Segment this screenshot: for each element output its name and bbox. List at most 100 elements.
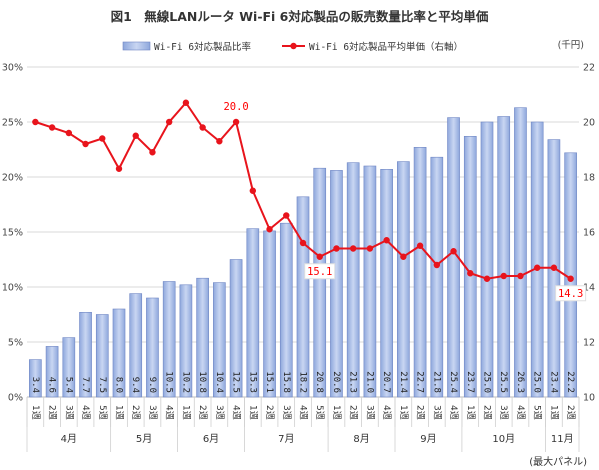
week-label: 5週 bbox=[97, 405, 108, 420]
bar-value-label: 10.2 bbox=[180, 371, 190, 393]
bar-value-label: 15.8 bbox=[281, 371, 291, 393]
week-label: 3週 bbox=[364, 405, 375, 420]
week-label: 4週 bbox=[448, 405, 459, 420]
bar bbox=[363, 165, 377, 398]
price-point bbox=[467, 270, 474, 277]
price-point bbox=[216, 138, 223, 145]
week-label: 4週 bbox=[231, 405, 242, 420]
month-label: 6月 bbox=[203, 433, 219, 445]
week-label: 2週 bbox=[565, 405, 576, 420]
month-label: 10月 bbox=[492, 433, 515, 445]
month-label: 4月 bbox=[61, 433, 77, 445]
bar-value-label: 23.4 bbox=[548, 371, 558, 393]
left-tick-label: 0% bbox=[8, 393, 23, 404]
week-label: 2週 bbox=[197, 405, 208, 420]
bar-value-label: 22.2 bbox=[565, 371, 575, 393]
week-label: 4週 bbox=[164, 405, 175, 420]
week-label: 3週 bbox=[147, 405, 158, 420]
week-label: 2週 bbox=[47, 405, 58, 420]
month-label: 8月 bbox=[353, 433, 369, 445]
week-label: 1週 bbox=[548, 405, 559, 420]
bar bbox=[229, 259, 243, 398]
bar-value-label: 26.3 bbox=[515, 371, 525, 393]
right-tick-label: 22 bbox=[583, 63, 595, 74]
price-point bbox=[165, 118, 173, 126]
week-label: 1週 bbox=[30, 405, 41, 420]
price-point bbox=[533, 264, 541, 271]
bar bbox=[79, 311, 92, 398]
bar-value-label: 15.3 bbox=[247, 371, 257, 393]
week-label: 2週 bbox=[130, 405, 141, 420]
bar-value-label: 5.4 bbox=[63, 377, 73, 393]
week-label: 4週 bbox=[298, 405, 309, 420]
price-point bbox=[500, 272, 507, 280]
legend-line-label: Wi-Fi 6対応製品平均単価（右軸） bbox=[309, 41, 463, 53]
left-tick-label: 20% bbox=[2, 173, 23, 184]
bar-value-label: 10.4 bbox=[214, 371, 224, 393]
bar-value-label: 25.5 bbox=[498, 371, 508, 393]
bar bbox=[146, 297, 159, 398]
bar-value-label: 8.0 bbox=[114, 377, 124, 393]
bar-value-label: 25.0 bbox=[532, 371, 542, 393]
bar-value-label: 21.3 bbox=[348, 371, 358, 393]
bar bbox=[530, 121, 544, 398]
bar-value-label: 7.7 bbox=[80, 377, 90, 393]
bar bbox=[296, 196, 310, 398]
week-label: 4週 bbox=[80, 405, 91, 420]
bar-value-label: 21.4 bbox=[398, 371, 408, 393]
bar bbox=[413, 147, 427, 398]
bar-value-label: 4.6 bbox=[47, 377, 57, 393]
bar bbox=[313, 167, 327, 398]
right-tick-label: 16 bbox=[583, 228, 595, 239]
week-label: 2週 bbox=[264, 405, 275, 420]
price-point bbox=[232, 118, 240, 126]
legend-bar-label: Wi-Fi 6対応製品比率 bbox=[154, 41, 252, 53]
bar bbox=[162, 281, 176, 398]
price-point bbox=[517, 272, 524, 280]
bar bbox=[380, 169, 393, 398]
bar bbox=[480, 121, 494, 398]
bar-value-label: 21.0 bbox=[364, 371, 374, 393]
bar bbox=[213, 282, 226, 398]
price-point bbox=[82, 140, 89, 148]
price-point bbox=[32, 118, 39, 126]
annotation-label: 20.0 bbox=[223, 101, 248, 113]
bar bbox=[45, 346, 59, 398]
week-label: 1週 bbox=[465, 405, 476, 420]
bar bbox=[346, 162, 360, 398]
bar bbox=[279, 222, 293, 398]
week-label: 3週 bbox=[281, 405, 292, 420]
price-point bbox=[249, 187, 257, 194]
bar-value-label: 21.8 bbox=[431, 371, 441, 393]
annotation-label: 14.3 bbox=[558, 288, 583, 300]
source-note: (最大パネル) bbox=[529, 457, 587, 468]
week-label: 2週 bbox=[482, 405, 493, 420]
week-label: 3週 bbox=[214, 405, 225, 420]
price-point bbox=[550, 264, 558, 271]
left-tick-label: 15% bbox=[2, 228, 23, 239]
right-tick-label: 14 bbox=[583, 283, 595, 294]
bar-value-label: 9.0 bbox=[147, 377, 157, 393]
week-label: 4週 bbox=[515, 405, 526, 420]
left-tick-label: 25% bbox=[2, 118, 23, 129]
week-label: 2週 bbox=[348, 405, 359, 420]
bar bbox=[246, 228, 260, 398]
bar bbox=[179, 284, 193, 398]
price-point bbox=[283, 212, 290, 219]
price-point bbox=[199, 124, 206, 131]
week-label: 4週 bbox=[381, 405, 392, 420]
price-point bbox=[182, 99, 190, 106]
price-point bbox=[115, 165, 123, 172]
bar bbox=[497, 116, 511, 398]
bar bbox=[29, 359, 42, 398]
price-point bbox=[433, 261, 441, 269]
bar-value-label: 25.4 bbox=[448, 371, 458, 393]
price-point bbox=[132, 132, 139, 139]
week-label: 3週 bbox=[63, 405, 74, 420]
bar-value-label: 23.7 bbox=[465, 371, 475, 393]
price-point bbox=[383, 237, 390, 244]
month-label: 11月 bbox=[551, 433, 574, 445]
week-label: 5週 bbox=[532, 405, 543, 420]
